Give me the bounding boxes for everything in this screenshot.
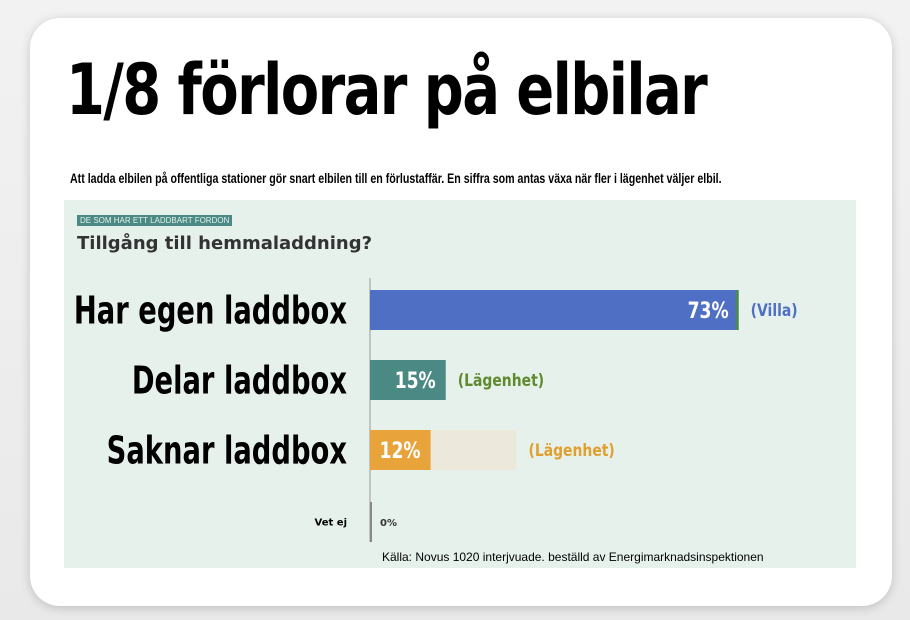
value-label-3: 0% [380, 518, 397, 529]
chart-tag: DE SOM HAR ETT LADDBART FORDON [77, 215, 233, 226]
annotation-1: (Lägenhet) [458, 371, 544, 391]
category-label-0: Har egen laddbox [74, 288, 347, 333]
category-label-1: Delar laddbox [132, 358, 347, 403]
bar-2 [370, 430, 431, 470]
source-note: Källa: Novus 1020 interjvuade. beställd … [382, 550, 764, 564]
bar-3 [370, 502, 372, 542]
chart-title: Tillgång till hemmaladdning? [77, 233, 373, 254]
category-label-3: Vet ej [315, 518, 347, 529]
bar-1 [370, 360, 446, 400]
headline: 1/8 förlorar på elbilar [66, 49, 708, 131]
value-label-0: 73% [688, 298, 729, 324]
annotation-2: (Lägenhet) [528, 441, 614, 461]
bar-end-marker [735, 290, 739, 330]
value-label-2: 12% [380, 438, 421, 464]
category-label-2: Saknar laddbox [107, 428, 347, 473]
bar-0 [370, 290, 739, 330]
annotation-0: (Villa) [751, 301, 798, 321]
value-label-1: 15% [395, 368, 436, 394]
chart-panel [64, 200, 856, 568]
subtitle: Att ladda elbilen på offentliga statione… [70, 170, 722, 186]
